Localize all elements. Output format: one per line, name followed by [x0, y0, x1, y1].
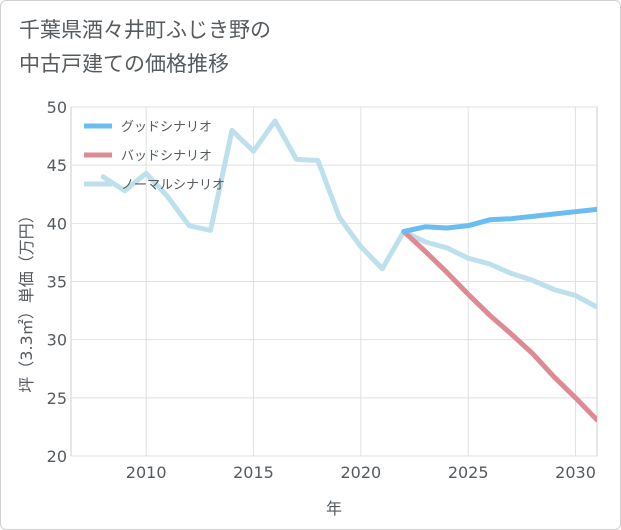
y-tick-label: 40: [47, 214, 67, 233]
series-layer: [100, 118, 597, 423]
x-tick-label: 2025: [448, 463, 489, 482]
y-axis-title: 坪（3.3㎡）単価（万円）: [17, 207, 36, 392]
legend-label: グッドシナリオ: [121, 120, 212, 135]
series-line-2: [100, 118, 597, 310]
chart-title-line1: 千葉県酒々井町ふじき野の: [19, 18, 271, 42]
chart-title-line2: 中古戸建ての価格推移: [19, 52, 229, 76]
x-tick-label: 2015: [233, 463, 274, 482]
series-line-0: [401, 206, 597, 234]
y-tick-label: 20: [47, 447, 67, 466]
x-axis-title: 年: [326, 499, 342, 518]
y-tick-label: 50: [47, 98, 67, 117]
y-tick-label: 45: [47, 156, 67, 175]
x-tick-label: 2010: [126, 463, 167, 482]
legend-label: バッドシナリオ: [121, 149, 212, 164]
y-tick-label: 25: [47, 389, 67, 408]
y-tick-label: 35: [47, 273, 67, 292]
x-tick-label: 2020: [340, 463, 381, 482]
y-tick-label: 30: [47, 331, 67, 350]
chart-title: 千葉県酒々井町ふじき野の 中古戸建ての価格推移: [19, 13, 439, 81]
x-tick-label: 2030: [555, 463, 596, 482]
grid-lines: [71, 106, 597, 457]
legend-label: ノーマルシナリオ: [121, 178, 225, 193]
series-line-1: [401, 229, 597, 423]
